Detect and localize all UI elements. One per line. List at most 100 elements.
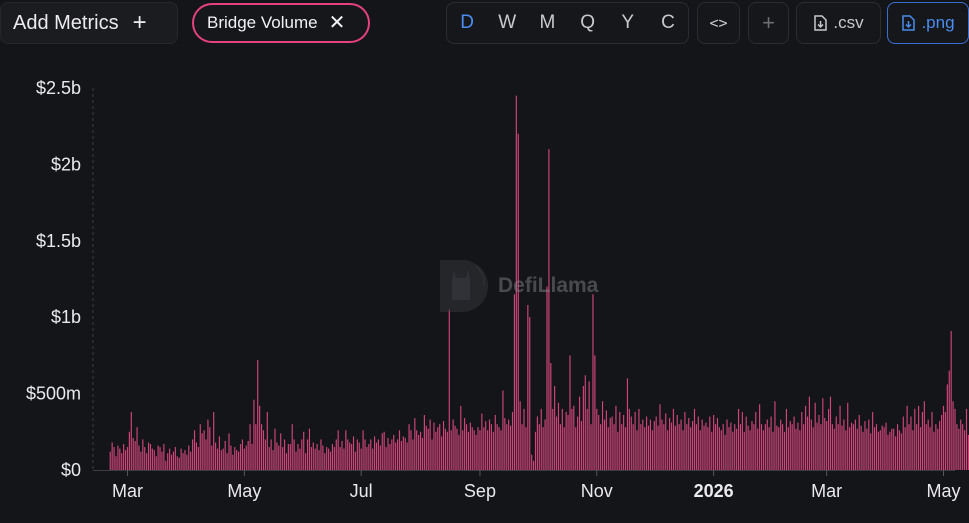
close-icon[interactable]: ✕ xyxy=(328,12,346,34)
volume-bar xyxy=(283,439,286,470)
volume-bar xyxy=(858,414,860,470)
volume-bar xyxy=(881,425,883,470)
volume-bar xyxy=(964,430,966,470)
volume-bar xyxy=(193,430,196,470)
volume-bar xyxy=(799,430,801,470)
volume-bar xyxy=(318,450,320,470)
embed-button[interactable]: <> xyxy=(697,2,740,44)
period-button-y[interactable]: Y xyxy=(621,12,635,33)
volume-bar xyxy=(925,424,927,470)
volume-bar xyxy=(238,451,240,470)
volume-bar xyxy=(538,424,540,470)
volume-bar xyxy=(138,445,140,470)
volume-bar xyxy=(605,410,607,470)
volume-bar xyxy=(782,424,784,470)
volume-bar xyxy=(814,402,816,470)
period-button-c[interactable]: C xyxy=(661,12,675,33)
metric-chip-label: Bridge Volume xyxy=(207,13,318,32)
volume-bar xyxy=(326,447,328,470)
volume-bar xyxy=(124,450,127,470)
volume-bar xyxy=(603,419,606,470)
volume-bar xyxy=(510,425,512,470)
volume-bar xyxy=(444,428,447,470)
file-download-icon xyxy=(814,15,828,31)
volume-bar xyxy=(257,359,259,470)
volume-bar xyxy=(870,433,872,470)
y-tick-label: $1.5b xyxy=(36,231,81,251)
volume-bar xyxy=(306,439,309,470)
volume-bar xyxy=(467,431,470,470)
volume-bar xyxy=(864,421,866,470)
volume-bar xyxy=(471,427,473,470)
volume-bar xyxy=(609,418,611,470)
volume-bar xyxy=(918,405,920,470)
volume-bar xyxy=(352,436,355,470)
volume-bar xyxy=(898,430,901,470)
metric-chip-bridge-volume: Bridge Volume ✕ xyxy=(192,3,370,43)
volume-bar xyxy=(548,149,550,470)
volume-bar xyxy=(714,424,717,470)
volume-bar xyxy=(780,419,782,470)
add-metrics-button[interactable]: Add Metrics + xyxy=(0,2,178,44)
volume-bar xyxy=(644,427,646,470)
y-axis: $0 $500m $1b $1.5b $2b $2.5b xyxy=(26,78,94,480)
volume-bar xyxy=(492,431,494,470)
volume-bar xyxy=(228,433,230,470)
volume-bar xyxy=(533,460,535,470)
volume-bar xyxy=(178,457,180,470)
volume-bar xyxy=(218,436,220,470)
volume-bar xyxy=(757,428,759,470)
period-button-q[interactable]: Q xyxy=(580,12,595,33)
volume-bar xyxy=(452,419,454,470)
volume-bar xyxy=(446,431,448,470)
volume-bar xyxy=(695,424,697,470)
volume-bar xyxy=(416,430,418,470)
volume-bar xyxy=(165,460,167,470)
volume-bar xyxy=(287,444,289,470)
volume-bar xyxy=(764,424,766,470)
volume-bar xyxy=(345,430,347,470)
volume-bar xyxy=(887,434,889,470)
volume-bar xyxy=(523,408,525,470)
period-button-w[interactable]: W xyxy=(498,12,517,33)
volume-bar xyxy=(251,444,253,470)
volume-bar xyxy=(259,405,261,470)
period-button-d[interactable]: D xyxy=(460,12,474,33)
volume-bar xyxy=(820,424,822,470)
volume-bar xyxy=(481,413,483,470)
volume-bar xyxy=(709,416,711,470)
volume-bar xyxy=(128,431,130,470)
volume-bar xyxy=(293,439,295,470)
volume-bar xyxy=(778,427,780,470)
volume-bar xyxy=(201,433,203,470)
plus-icon: + xyxy=(132,9,147,36)
volume-bar xyxy=(525,427,527,470)
download-csv-button[interactable]: .csv xyxy=(796,2,881,44)
volume-bar xyxy=(743,431,745,470)
volume-bar xyxy=(829,396,832,470)
add-chart-button[interactable]: + xyxy=(748,2,789,44)
volume-bar xyxy=(236,450,238,470)
volume-bar xyxy=(935,424,937,470)
volume-bar xyxy=(364,439,366,470)
volume-bar xyxy=(383,431,385,470)
volume-bar xyxy=(421,437,424,470)
volume-bar xyxy=(305,453,307,470)
volume-bar xyxy=(611,416,613,470)
volume-bar xyxy=(184,450,186,470)
volume-bar xyxy=(335,439,337,470)
volume-bar xyxy=(544,419,546,470)
volume-bar xyxy=(172,451,175,470)
volume-bar xyxy=(831,424,833,470)
volume-bar xyxy=(232,454,234,470)
period-button-m[interactable]: M xyxy=(539,12,556,33)
volume-bar xyxy=(941,414,943,470)
volume-bar xyxy=(299,448,301,470)
volume-bar xyxy=(835,416,837,470)
volume-bar xyxy=(663,424,665,470)
volume-bar xyxy=(473,430,475,470)
volume-bar xyxy=(642,419,644,470)
download-png-button[interactable]: .png xyxy=(887,2,969,44)
volume-bar xyxy=(577,416,579,470)
volume-bar xyxy=(115,456,117,470)
